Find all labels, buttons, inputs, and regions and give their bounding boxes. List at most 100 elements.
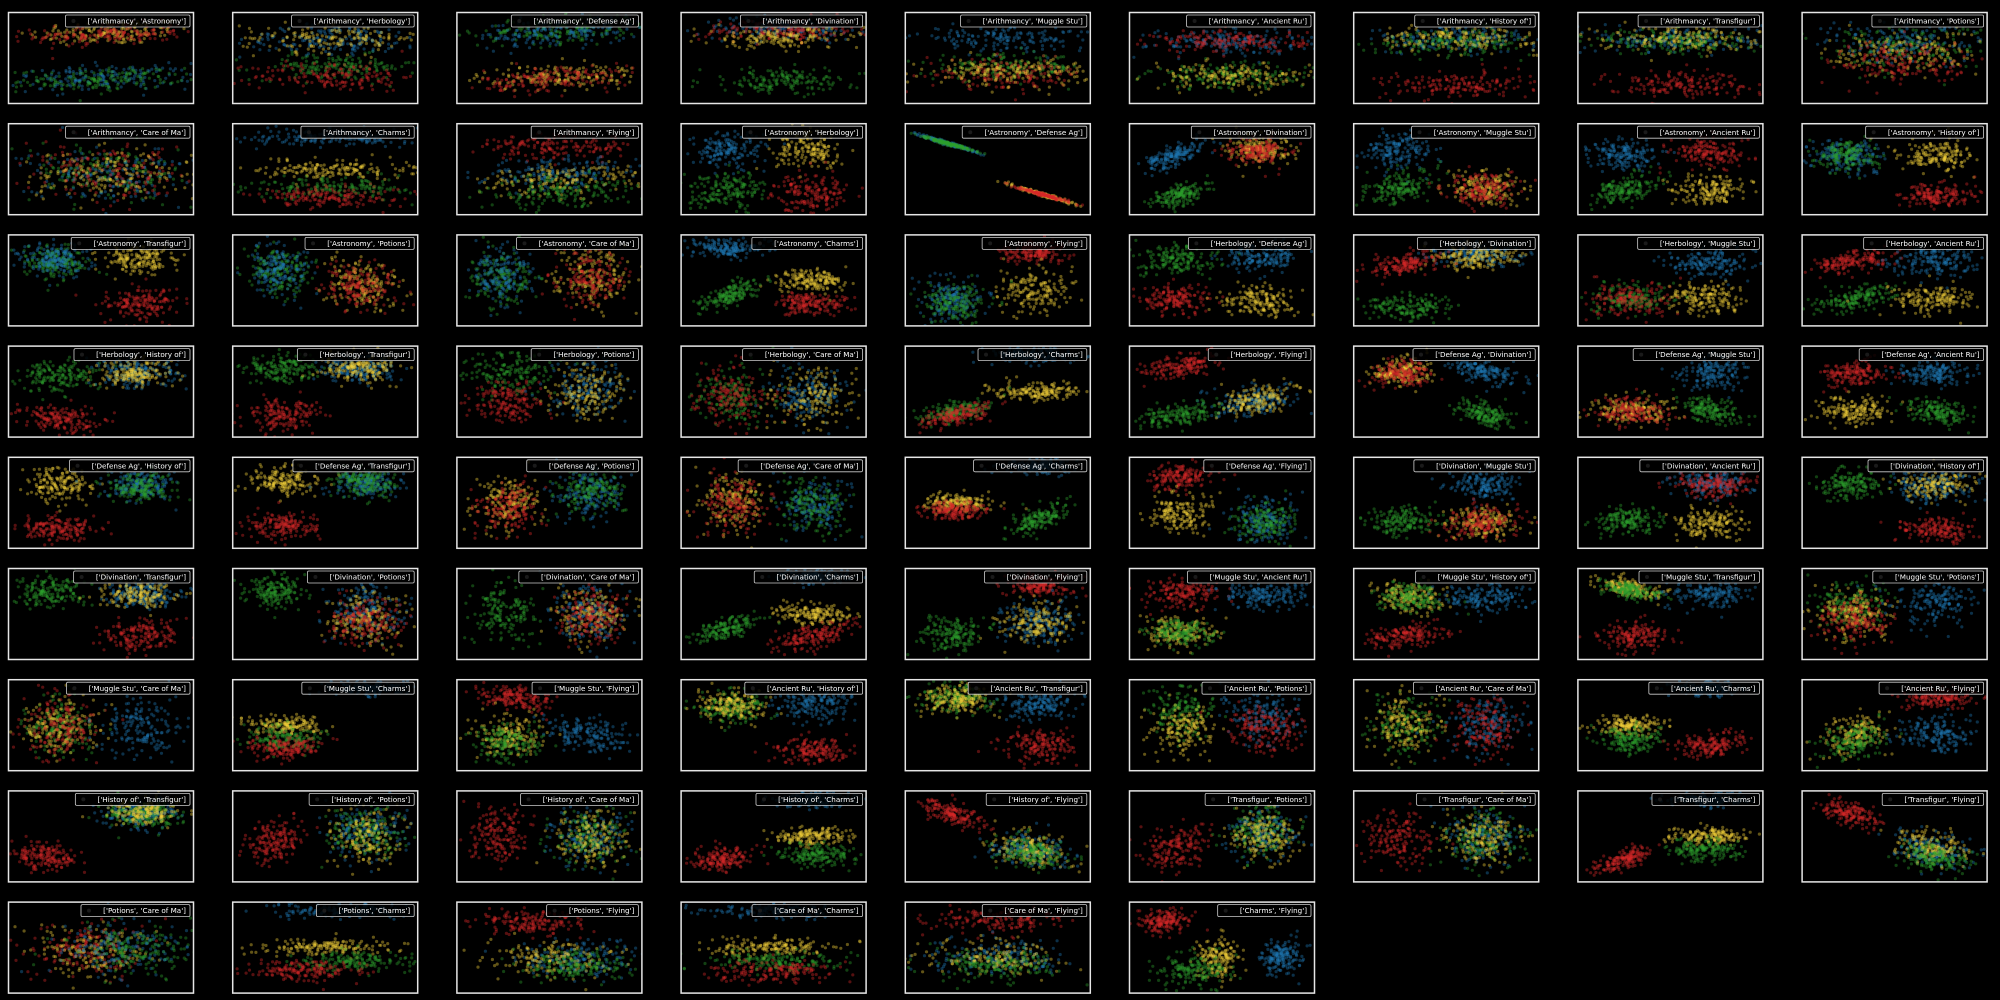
scatter-point bbox=[285, 35, 289, 39]
scatter-point bbox=[1434, 85, 1438, 89]
scatter-point bbox=[551, 75, 555, 79]
scatter-point bbox=[1072, 70, 1076, 74]
scatter-point bbox=[361, 36, 365, 40]
scatter-point bbox=[512, 89, 516, 93]
scatter-point bbox=[386, 67, 390, 71]
scatter-point bbox=[549, 77, 553, 81]
scatter-point bbox=[988, 57, 992, 61]
scatter-point bbox=[799, 33, 803, 37]
scatter-point bbox=[1085, 30, 1090, 34]
scatter-point bbox=[1195, 74, 1199, 78]
scatter-point bbox=[994, 67, 998, 71]
scatter-point bbox=[782, 81, 786, 85]
scatter-point bbox=[1463, 88, 1467, 92]
scatter-point bbox=[1381, 34, 1385, 38]
scatter-point bbox=[1240, 78, 1244, 82]
scatter-point bbox=[950, 71, 954, 75]
scatter-point bbox=[576, 71, 580, 75]
scatter-point bbox=[992, 52, 996, 56]
scatter-point bbox=[73, 33, 77, 37]
scatter-point bbox=[1252, 41, 1256, 45]
scatter-point bbox=[319, 31, 323, 35]
scatter-point bbox=[158, 81, 162, 85]
scatter-point bbox=[768, 81, 772, 85]
scatter-point bbox=[62, 39, 66, 43]
scatter-point bbox=[1239, 60, 1243, 65]
scatter-point bbox=[582, 82, 586, 86]
scatter-point bbox=[180, 68, 184, 72]
scatter-point bbox=[1177, 57, 1181, 61]
scatter-point bbox=[1228, 64, 1232, 68]
scatter-point bbox=[1398, 49, 1402, 54]
scatter-point bbox=[1401, 36, 1405, 41]
scatter-point bbox=[607, 78, 612, 83]
scatter-point bbox=[550, 31, 554, 35]
scatter-point bbox=[817, 28, 821, 32]
scatter-point bbox=[87, 28, 91, 33]
scatter-point bbox=[387, 36, 391, 40]
scatter-point bbox=[1267, 45, 1272, 49]
scatter-point bbox=[1634, 40, 1639, 44]
scatter-point bbox=[545, 88, 549, 93]
scatter-point bbox=[1178, 74, 1182, 78]
scatter-point bbox=[1291, 73, 1295, 78]
scatter-point bbox=[14, 81, 18, 85]
scatter-point bbox=[907, 34, 912, 38]
scatter-point bbox=[501, 23, 505, 28]
scatter-point bbox=[102, 75, 106, 79]
scatter-point bbox=[16, 39, 20, 43]
scatter-point bbox=[592, 69, 596, 74]
scatter-point bbox=[350, 65, 354, 69]
scatter-point bbox=[1476, 41, 1480, 45]
scatter-point bbox=[755, 39, 759, 44]
scatter-point bbox=[126, 79, 130, 83]
scatter-point bbox=[360, 40, 364, 44]
scatter-point bbox=[1182, 48, 1186, 53]
series-green bbox=[1135, 57, 1315, 93]
scatter-point bbox=[991, 30, 995, 34]
scatter-point bbox=[60, 84, 64, 88]
scatter-point bbox=[18, 80, 23, 84]
scatter-point bbox=[1028, 39, 1032, 44]
scatter-point bbox=[1216, 67, 1220, 71]
scatter-point bbox=[1254, 73, 1258, 77]
scatter-point bbox=[1401, 38, 1406, 43]
scatter-point bbox=[119, 29, 124, 33]
scatter-point bbox=[494, 36, 498, 40]
scatter-point bbox=[59, 31, 63, 35]
scatter-point bbox=[1440, 30, 1444, 35]
scatter-point bbox=[1220, 72, 1224, 76]
scatter-point bbox=[100, 32, 104, 36]
scatter-point bbox=[1251, 70, 1255, 74]
scatter-point bbox=[1059, 55, 1063, 59]
scatter-point bbox=[1389, 99, 1393, 103]
scatter-point bbox=[1634, 29, 1638, 33]
scatter-point bbox=[1700, 36, 1704, 40]
scatter-point bbox=[113, 28, 117, 32]
scatter-point bbox=[1029, 70, 1033, 74]
scatter-point bbox=[128, 72, 132, 76]
scatter-point bbox=[308, 42, 312, 47]
scatter-point bbox=[1746, 46, 1750, 50]
scatter-point bbox=[507, 80, 511, 84]
scatter-point bbox=[1195, 39, 1199, 43]
scatter-point bbox=[158, 34, 162, 38]
scatter-point bbox=[567, 83, 571, 87]
scatter-point bbox=[338, 87, 342, 91]
scatter-point bbox=[185, 79, 189, 83]
scatter-point bbox=[1445, 77, 1449, 81]
scatter-point bbox=[617, 39, 621, 43]
scatter-point bbox=[364, 73, 368, 77]
scatter-point bbox=[1532, 41, 1536, 45]
scatter-point bbox=[183, 66, 187, 70]
scatter-point bbox=[1435, 88, 1439, 92]
scatter-point bbox=[281, 82, 285, 86]
scatter-point bbox=[135, 32, 139, 36]
scatter-point bbox=[132, 42, 136, 46]
scatter-point bbox=[171, 29, 175, 33]
scatter-point bbox=[1220, 39, 1224, 43]
scatter-point bbox=[346, 61, 350, 65]
scatter-point bbox=[331, 73, 335, 77]
scatter-point bbox=[787, 38, 791, 42]
scatter-point bbox=[1485, 36, 1489, 40]
